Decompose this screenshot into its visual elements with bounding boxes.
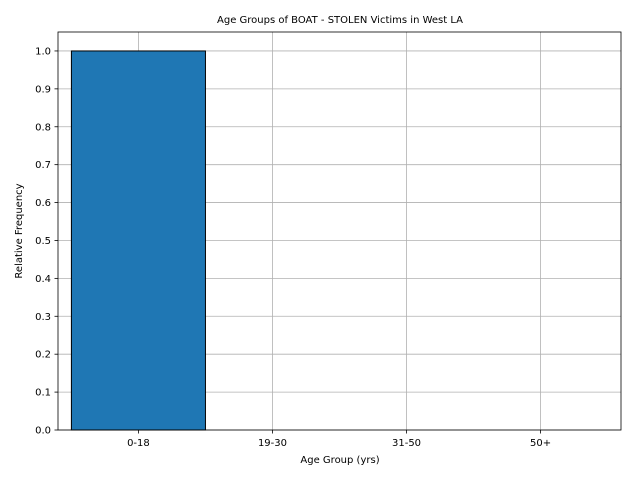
ticks: 0.0 0.1 0.2 0.3 0.4 0.5 0.6 0.7 0.8 0.9 1.0 0-18 19-… <box>35 46 551 449</box>
y-tick-label: 0.4 <box>35 274 51 285</box>
y-tick-label: 0.9 <box>35 84 51 95</box>
bars <box>70 50 206 431</box>
y-tick-label: 0.8 <box>35 122 51 133</box>
y-tick-label: 0.5 <box>35 236 51 247</box>
y-tick-label: 1.0 <box>35 46 51 57</box>
chart-title: Age Groups of BOAT - STOLEN Victims in W… <box>217 15 463 26</box>
x-tick-label: 31-50 <box>392 438 421 449</box>
y-tick-label: 0.2 <box>35 350 51 361</box>
y-tick-label: 0.0 <box>35 426 51 437</box>
y-tick-label: 0.6 <box>35 198 51 209</box>
x-tick-label: 50+ <box>530 438 551 449</box>
plot-frame <box>57 31 622 431</box>
bar-0-18 <box>70 50 206 431</box>
y-tick-label: 0.7 <box>35 160 51 171</box>
y-axis-label: Relative Frequency <box>14 183 25 278</box>
y-tick-label: 0.1 <box>35 388 51 399</box>
y-tick-label: 0.3 <box>35 312 51 323</box>
x-tick-label: 19-30 <box>258 438 287 449</box>
x-tick-label: 0-18 <box>127 438 150 449</box>
x-axis-label: Age Group (yrs) <box>300 455 379 466</box>
